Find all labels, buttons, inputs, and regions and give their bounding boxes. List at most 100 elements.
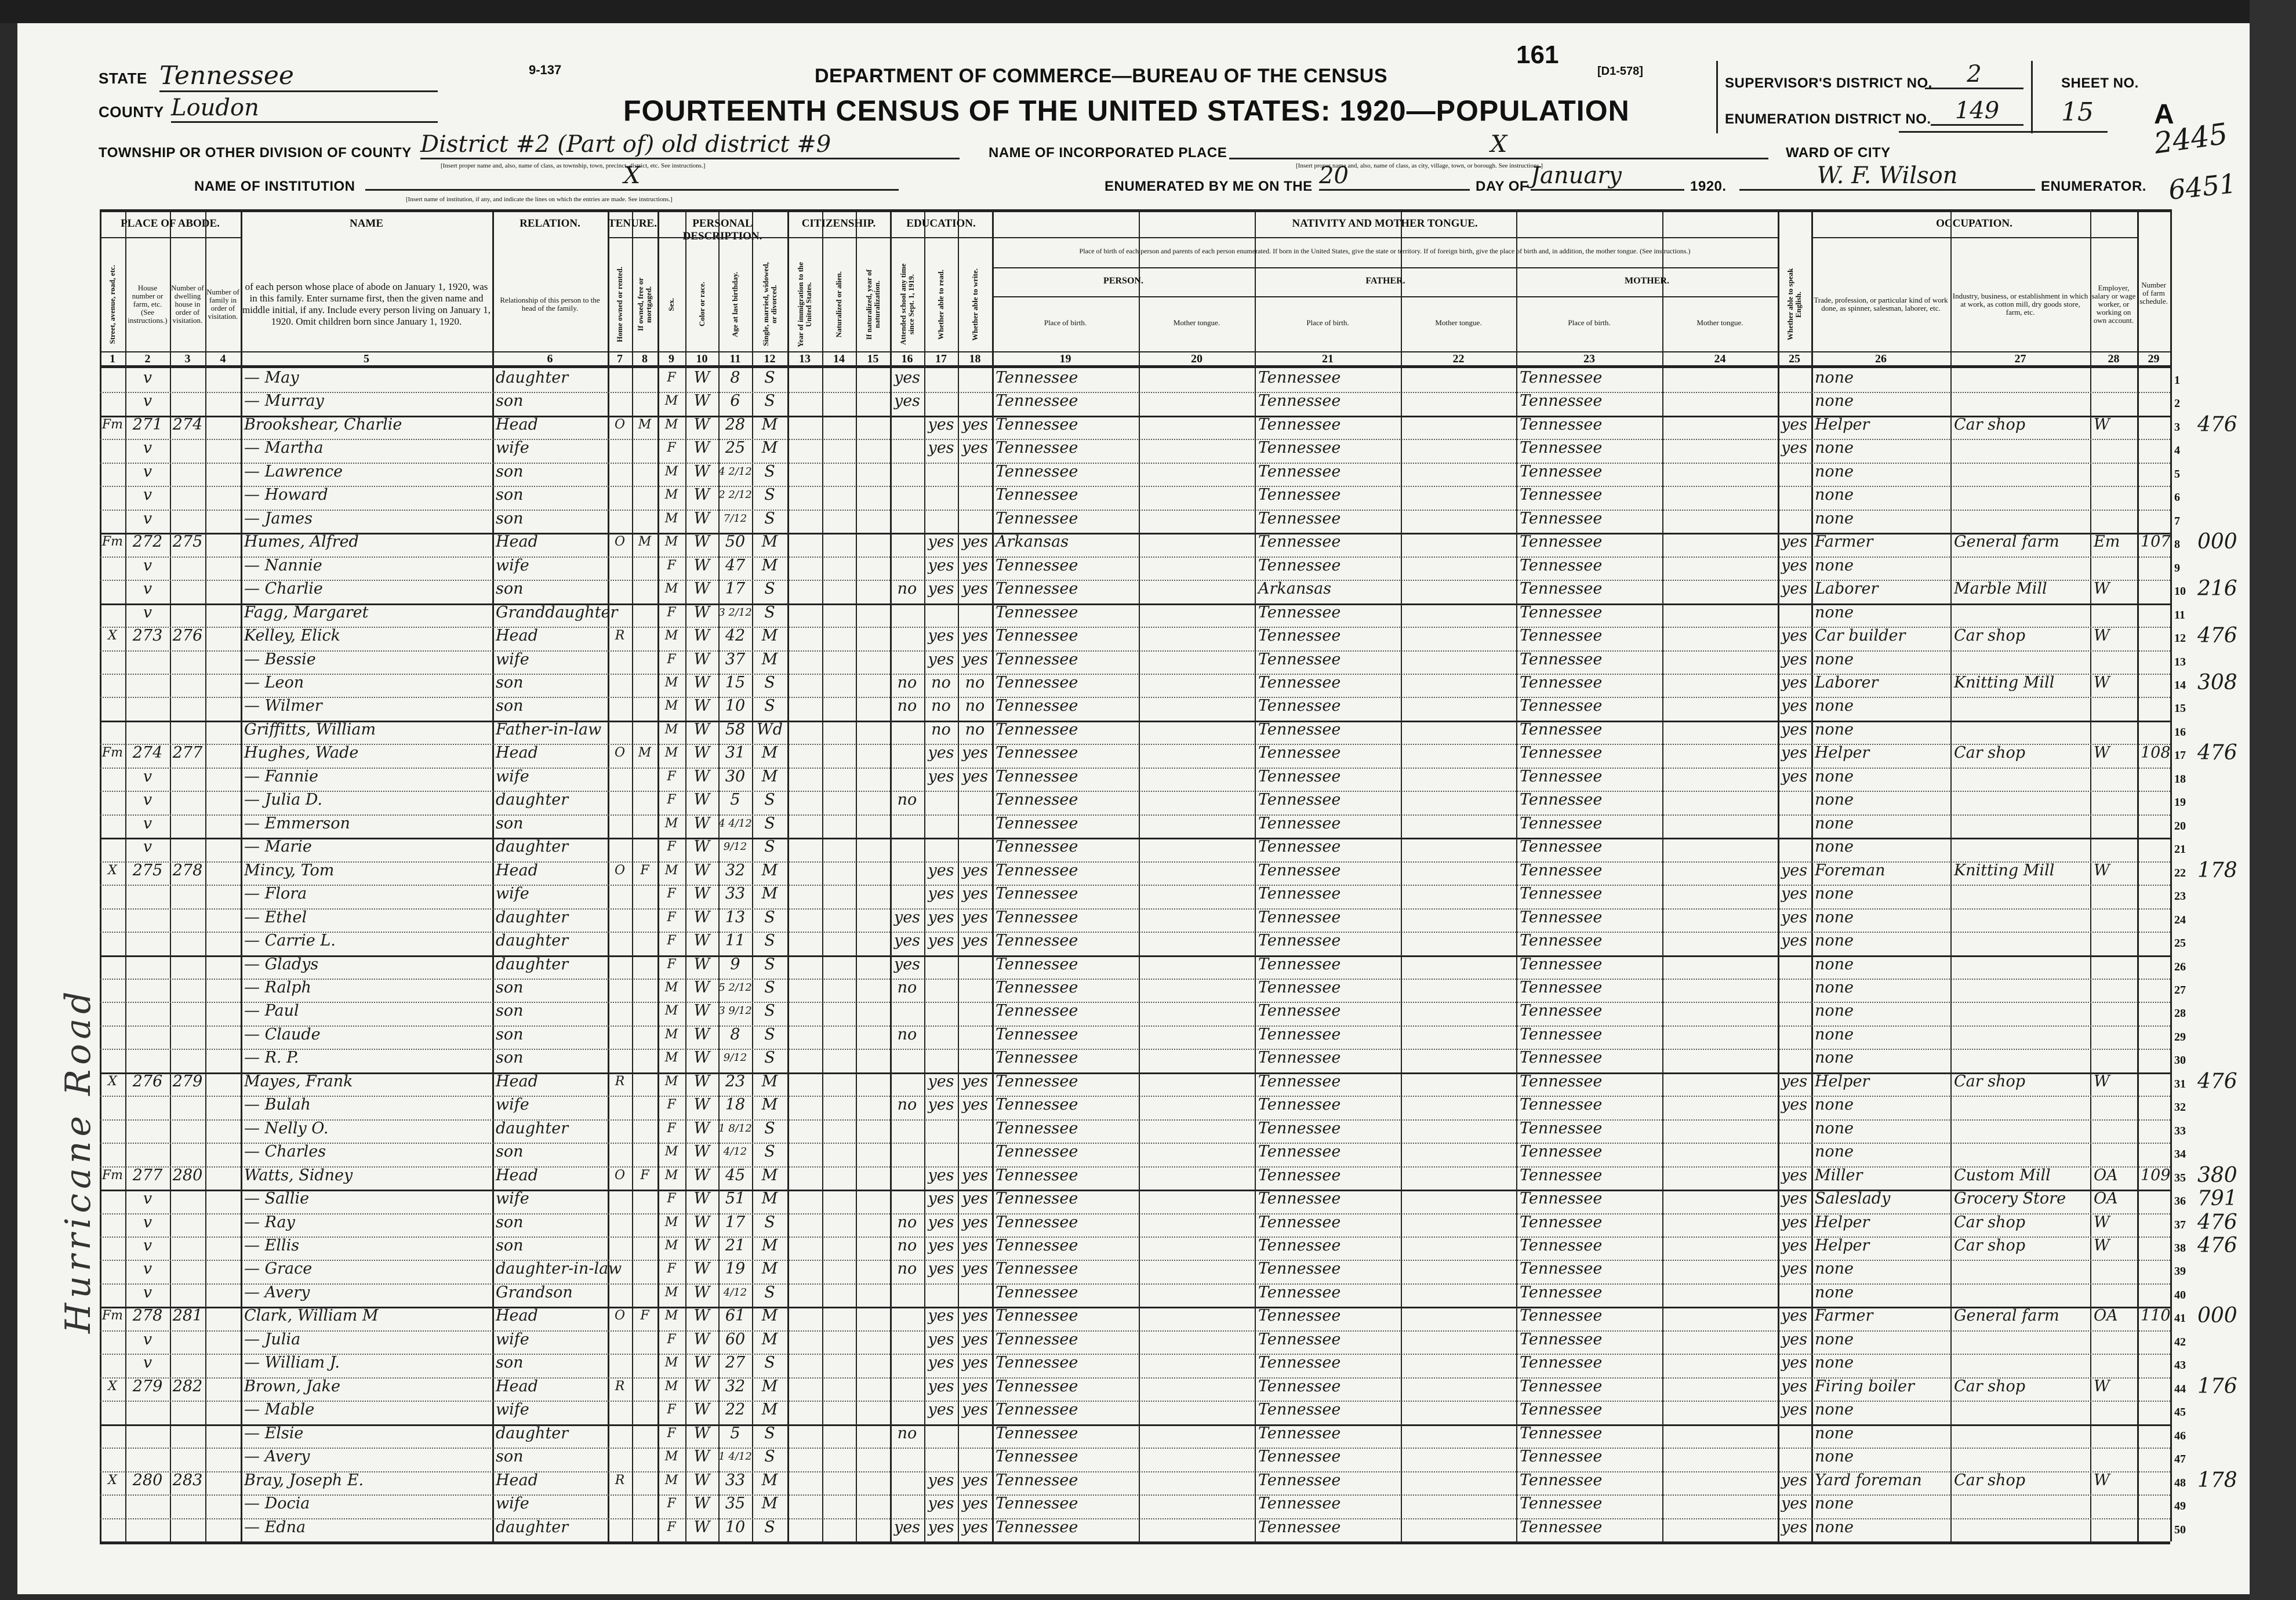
- scan-border-top: [0, 0, 2296, 23]
- mortgage-cell: F: [640, 863, 649, 878]
- dwelling-number-cell: 278: [172, 861, 203, 879]
- attended-school-cell: no: [897, 978, 917, 997]
- occupation-trade-cell: none: [1815, 1260, 1854, 1278]
- can-read-cell: yes: [928, 744, 954, 762]
- race-cell: W: [693, 1237, 710, 1255]
- line-number: 38: [2174, 1242, 2186, 1255]
- occupation-trade-cell: none: [1815, 1401, 1854, 1419]
- birthplace-cell: Tennessee: [996, 697, 1078, 715]
- attended-school-cell: no: [897, 580, 917, 598]
- can-write-cell: yes: [961, 1307, 989, 1325]
- father-birthplace-cell: Tennessee: [1258, 744, 1341, 762]
- mortgage-cell: F: [640, 1168, 649, 1183]
- marital-status-cell: S: [764, 932, 775, 950]
- sex-cell: M: [664, 699, 678, 714]
- row-rule: [100, 885, 2170, 886]
- column-number: 4: [220, 352, 226, 365]
- birthplace-cell: Tennessee: [996, 1471, 1078, 1489]
- column-description: of each person whose place of abode on J…: [242, 261, 491, 348]
- father-birthplace-cell: Tennessee: [1258, 1377, 1341, 1395]
- sex-cell: M: [664, 1285, 678, 1300]
- age-cell: 33: [725, 1471, 746, 1489]
- can-write-cell: yes: [961, 627, 989, 645]
- column-rule: [856, 209, 857, 1541]
- street-cell: X: [108, 1074, 117, 1089]
- occupation-trade-cell: none: [1815, 462, 1854, 481]
- column-rule: [718, 209, 720, 1541]
- sex-cell: M: [664, 488, 678, 503]
- sex-cell: M: [664, 628, 678, 643]
- sex-cell: M: [664, 1214, 678, 1230]
- line-number: 23: [2174, 890, 2186, 903]
- occupation-trade-cell: none: [1815, 1494, 1854, 1513]
- column-description: Sex.: [659, 261, 684, 348]
- row-rule: [100, 1002, 2170, 1003]
- line-number: 39: [2174, 1265, 2186, 1278]
- occupation-trade-cell: none: [1815, 814, 1854, 832]
- occupation-trade-cell: Helper: [1815, 415, 1870, 434]
- column-number: 5: [364, 352, 369, 365]
- birthplace-cell: Tennessee: [996, 603, 1078, 621]
- column-number: 2: [144, 352, 151, 365]
- can-read-cell: yes: [928, 580, 954, 598]
- column-description: If naturalized, year of naturalization.: [857, 261, 889, 348]
- column-rule: [2137, 209, 2139, 1541]
- column-rule: [657, 209, 659, 1541]
- occupation-trade-cell: none: [1815, 1354, 1854, 1372]
- father-birthplace-cell: Tennessee: [1258, 439, 1341, 457]
- father-birthplace-cell: Tennessee: [1258, 1283, 1341, 1301]
- father-birthplace-cell: Tennessee: [1258, 720, 1341, 739]
- attended-school-cell: yes: [893, 908, 921, 926]
- attended-school-cell: no: [897, 1213, 917, 1231]
- column-description: Street, avenue, road, etc.: [101, 261, 124, 348]
- birthplace-cell: Tennessee: [996, 650, 1078, 668]
- column-description-text: Street, avenue, road, etc.: [108, 264, 117, 344]
- marital-status-cell: M: [761, 1072, 778, 1090]
- father-birthplace-cell: Tennessee: [1258, 1401, 1341, 1419]
- employer-class-cell: OA: [2094, 1166, 2118, 1184]
- margin-note: 791: [2197, 1187, 2237, 1211]
- column-description: Number of family in order of visitation.: [206, 261, 239, 348]
- row-rule: [100, 838, 2170, 840]
- relation-cell: Head: [496, 1166, 538, 1184]
- occupation-trade-cell: none: [1815, 509, 1854, 528]
- birthplace-cell: Arkansas: [996, 533, 1069, 551]
- line-number: 22: [2174, 866, 2186, 879]
- can-write-cell: yes: [961, 1260, 989, 1278]
- name-cell: — Docia: [244, 1494, 310, 1513]
- column-description-text: Whether able to speak English.: [1786, 268, 1803, 341]
- age-cell: 31: [725, 744, 746, 762]
- race-cell: W: [693, 978, 710, 997]
- can-read-cell: no: [931, 697, 951, 715]
- nativity-subgroup-mother: MOTHER.: [1625, 276, 1669, 286]
- mother-birthplace-cell: Tennessee: [1520, 744, 1603, 762]
- line-number: 42: [2174, 1335, 2186, 1348]
- row-rule: [100, 932, 2170, 933]
- age-cell: 4 2/12: [718, 465, 752, 478]
- speaks-english-cell: yes: [1781, 1471, 1808, 1489]
- relation-cell: daughter: [496, 955, 569, 973]
- can-write-cell: yes: [961, 556, 989, 574]
- can-write-cell: yes: [961, 1190, 989, 1208]
- street-cell: X: [108, 1472, 117, 1488]
- age-cell: 8: [730, 1025, 740, 1043]
- can-read-cell: yes: [928, 650, 954, 668]
- race-cell: W: [693, 1119, 710, 1137]
- row-rule: [100, 720, 2170, 722]
- margin-note: 178: [2197, 1468, 2237, 1492]
- race-cell: W: [693, 462, 710, 481]
- house-number-cell: v: [143, 439, 152, 457]
- mother-birthplace-cell: Tennessee: [1520, 1330, 1603, 1348]
- row-rule: [100, 603, 2170, 605]
- employer-class-cell: W: [2094, 1072, 2110, 1090]
- relation-cell: son: [496, 392, 524, 410]
- occupation-trade-cell: none: [1815, 697, 1854, 715]
- race-cell: W: [693, 744, 710, 762]
- column-description-text: Number of farm schedule.: [2139, 280, 2168, 306]
- race-cell: W: [693, 1377, 710, 1395]
- occupation-trade-cell: none: [1815, 955, 1854, 973]
- employer-class-cell: Em: [2094, 533, 2120, 551]
- sex-cell: M: [664, 1050, 678, 1066]
- line-number: 14: [2174, 678, 2186, 692]
- speaks-english-cell: yes: [1781, 1401, 1808, 1419]
